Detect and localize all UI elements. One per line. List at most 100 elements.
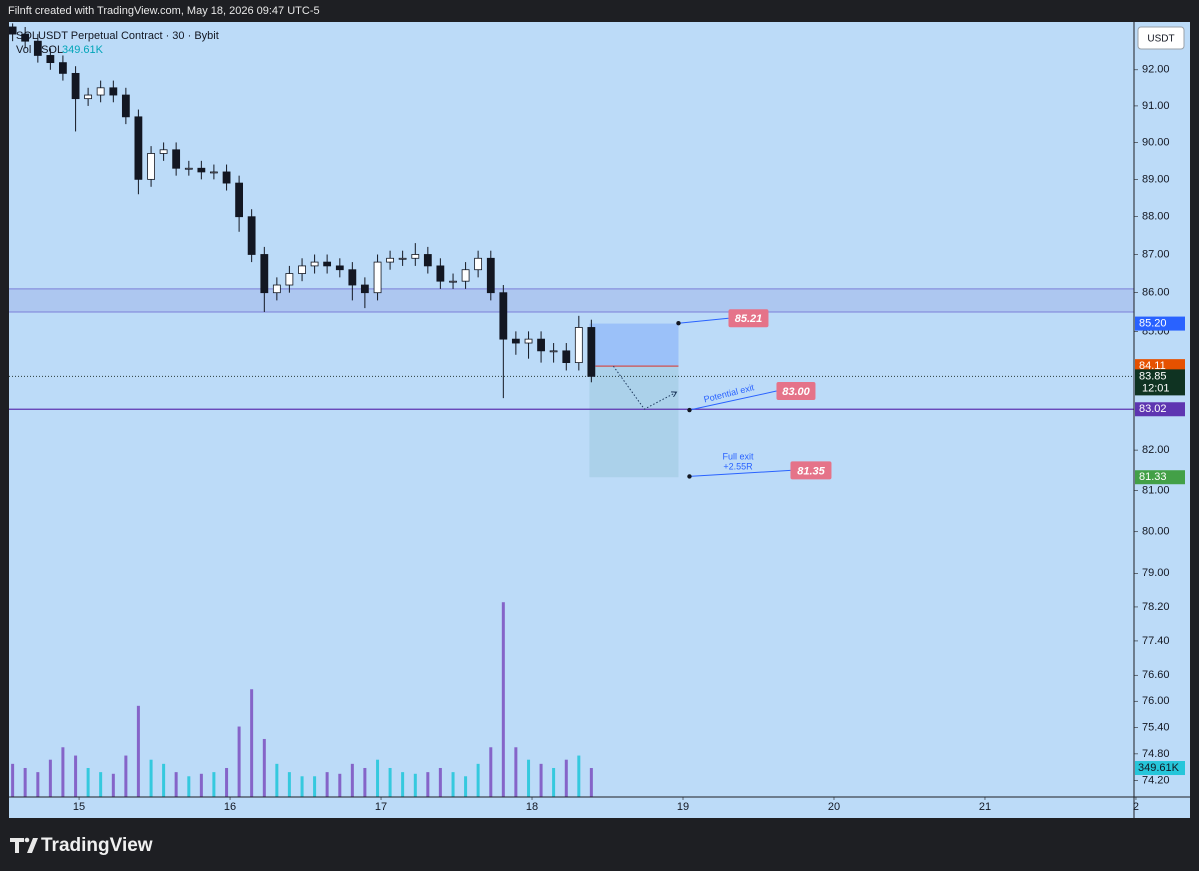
volume-legend-value: 349.61K	[62, 44, 104, 56]
candle-body	[222, 171, 231, 184]
volume-bar	[476, 763, 480, 797]
callout-label: 83.00	[782, 386, 810, 398]
x-tick-label: 19	[677, 801, 689, 813]
candle-body	[574, 327, 583, 364]
volume-bar	[162, 763, 166, 797]
chart-title: SOLUSDT Perpetual Contract · 30 · Bybit	[16, 30, 219, 42]
volume-bar	[187, 776, 191, 797]
candle-body	[486, 257, 495, 294]
y-tick-label: 86.00	[1142, 287, 1170, 299]
candle-body	[46, 55, 55, 64]
volume-bar	[376, 759, 380, 797]
price-label-bg	[1135, 402, 1185, 417]
volume-label: 349.61K	[1138, 762, 1180, 774]
callout-label: 81.35	[797, 465, 825, 477]
volume-bar	[86, 767, 90, 797]
volume-bar	[564, 759, 568, 797]
y-tick-label: 91.00	[1142, 100, 1170, 112]
candle-body	[71, 72, 80, 100]
x-tick-label: 18	[526, 801, 538, 813]
candle-body	[348, 269, 357, 286]
candle-body	[373, 261, 382, 294]
callout-line	[689, 390, 777, 411]
currency: USDT	[1147, 34, 1174, 45]
volume-bar	[250, 689, 254, 797]
candle-body	[524, 338, 533, 344]
candle-body	[423, 254, 432, 267]
volume-bar	[325, 772, 329, 797]
price-label: 85.20	[1139, 317, 1167, 329]
candle-body	[499, 292, 508, 340]
y-tick-label: 81.00	[1142, 485, 1170, 497]
brand: TradingView	[41, 835, 153, 856]
volume-bar	[275, 763, 279, 797]
candle-body	[411, 254, 420, 259]
volume-bar	[350, 763, 354, 797]
x-tick-label: 20	[828, 801, 840, 813]
volume-bar	[225, 767, 229, 797]
volume-bar	[388, 767, 392, 797]
volume-bar	[199, 773, 203, 797]
candle-body	[9, 26, 17, 35]
price-label: 83.02	[1139, 403, 1167, 415]
volume-bar	[287, 772, 291, 797]
volume-bar	[489, 747, 493, 797]
volume-bar	[99, 772, 103, 797]
candle-body	[474, 257, 483, 271]
exit-path	[612, 365, 676, 410]
candle-body	[298, 265, 306, 274]
y-tick-label: 89.00	[1142, 173, 1170, 185]
candle-body	[310, 261, 319, 267]
volume-label-bg	[1135, 761, 1185, 776]
candle-body	[511, 338, 520, 344]
candle-body	[360, 284, 369, 294]
y-tick-label: 76.60	[1142, 669, 1170, 681]
candle-body	[285, 273, 294, 286]
callout-note: Full exit	[722, 451, 754, 461]
countdown: 12:01	[1142, 382, 1170, 394]
volume-bar	[552, 767, 556, 797]
price-label: 83.85	[1139, 370, 1167, 382]
candle-body	[335, 265, 344, 271]
volume-bar	[338, 773, 342, 797]
candle-body	[84, 94, 93, 100]
callout-label: 85.21	[735, 313, 763, 325]
volume-bar	[74, 755, 78, 797]
price-label: 81.33	[1139, 471, 1167, 483]
volume-bar	[300, 776, 304, 797]
volume-bar	[124, 755, 128, 797]
candle-body	[33, 40, 42, 56]
volume-bar	[212, 772, 216, 797]
x-tick-label: 15	[73, 801, 85, 813]
callout-anchor	[687, 474, 692, 479]
candle-body	[587, 327, 596, 377]
volume-bar	[413, 773, 417, 797]
candle-body	[247, 216, 256, 255]
candle-body	[461, 269, 470, 282]
y-tick-label: 78.20	[1142, 601, 1170, 613]
candle-body	[386, 257, 394, 263]
callout-box	[790, 461, 832, 480]
position-stop-area	[589, 323, 679, 367]
candle-body	[323, 261, 332, 267]
price-label-bg	[1135, 316, 1185, 331]
candle-body	[436, 265, 445, 282]
candle-body	[449, 280, 457, 283]
candle-body	[209, 171, 218, 174]
volume-bar	[149, 759, 153, 797]
volume-legend-name: Vol · SOL	[16, 44, 63, 56]
candle-body	[21, 33, 30, 42]
callout-anchor	[676, 320, 681, 326]
x-tick-label: 16	[224, 801, 236, 813]
volume-bar	[363, 767, 367, 797]
candle-body	[59, 62, 67, 74]
candle-body	[147, 153, 155, 180]
volume-bar	[174, 772, 178, 797]
candle-body	[260, 254, 269, 294]
volume-bar	[111, 773, 115, 797]
volume-bar	[262, 738, 266, 797]
volume-bar	[48, 759, 52, 797]
volume-bar	[61, 747, 65, 797]
